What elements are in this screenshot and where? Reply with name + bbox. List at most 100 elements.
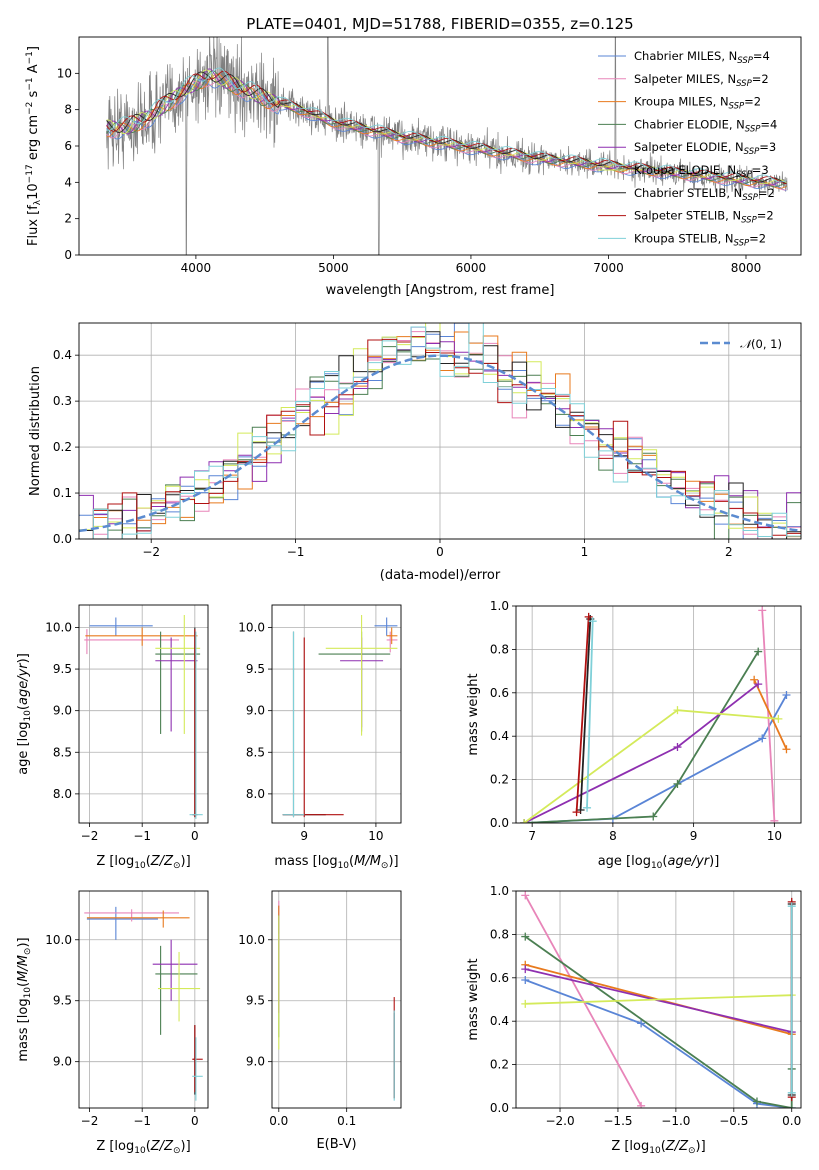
legend-label-main: Chabrier MILES, N (634, 49, 737, 63)
y-tick-label: 9.5 (246, 662, 265, 676)
x-axis-label: Z [log10(Z/Z⊙)] (96, 1139, 190, 1156)
legend-label-suffix: =3 (759, 140, 776, 154)
y-tick-label: 9.0 (53, 704, 72, 718)
spectrum-model-chabrier_stelib (106, 71, 787, 185)
y-tick-label: 1.0 (490, 884, 509, 898)
spectrum-model-kroupa_miles (106, 73, 787, 189)
y-tick-label: 0.2 (490, 773, 509, 787)
x-axis-label-part: mass [log (274, 854, 337, 869)
legend-label-sub: SSP (729, 102, 745, 112)
series-line-salpeter_miles (524, 894, 642, 1107)
x-tick-label: 0 (191, 1114, 199, 1128)
legend-label-main: Kroupa ELODIE, N (634, 163, 736, 177)
x-tick-label: 0 (191, 829, 199, 843)
y-tick-label: 9.5 (246, 994, 265, 1008)
series-marker-salpeter_stelib (584, 612, 593, 621)
legend-label-suffix: =2 (749, 231, 766, 245)
legend-label-sub: SSP (736, 170, 752, 180)
plot-area-weight_vs_Z (521, 891, 796, 1108)
x-axis-label-part: age/yr (667, 854, 710, 869)
legend-label: Chabrier ELODIE, NSSP=4 (634, 117, 777, 134)
series-marker-chabrier_elodie (649, 812, 658, 821)
x-tick-label: 7000 (593, 261, 624, 275)
y-axis-label-part: −17 (25, 164, 35, 183)
series-line-kroupa_elodie (523, 709, 779, 823)
legend-label-suffix: =2 (752, 72, 769, 86)
panel-age_vs_Z: −2 −1 08.08.59.09.510.0Z [log10(Z/Z⊙)]age … (16, 604, 209, 871)
series-line-kroupa_stelib (586, 621, 594, 808)
series-marker-kroupa_elodie (673, 706, 682, 715)
y-tick-label: 9.5 (53, 662, 72, 676)
y-tick-label: 0.6 (490, 971, 509, 985)
y-tick-label: 9.0 (246, 704, 265, 718)
y-axis-label-part: )] (16, 653, 31, 663)
y-axis-label: Flux [fλ10−17 erg cm−2 s−1 A−1] (25, 46, 43, 246)
series-marker-chabrier_stelib (576, 805, 585, 814)
series-marker-kroupa_stelib (787, 1088, 796, 1097)
y-axis-label-part: ⊙ (23, 948, 33, 956)
x-tick-label: −1.5 (603, 1114, 632, 1128)
panel-weight_vs_Z: −2.0 −1.5 −1.0 −0.5 0.0 0.0 0.2 0.4 0.6 0.8 1.0 Z [… (466, 884, 802, 1156)
series-marker-chabrier_miles (521, 975, 530, 984)
panel-spectrum: 4000 5000 6000 7000 8000 0 2 4 6 8 10 wavelength [A… (25, 36, 802, 298)
x-axis-label-part: ⊙ (381, 861, 389, 871)
x-axis-label: Z [log10(Z/Z⊙)] (611, 1139, 705, 1156)
x-axis-label-part: M/M (354, 854, 381, 869)
y-axis-label: mass weight (466, 673, 481, 755)
y-tick-label: 8.0 (246, 787, 265, 801)
x-axis-label-part: 10 (651, 861, 663, 871)
x-tick-label: 9 (300, 829, 308, 843)
x-axis-label-part: ⊙ (688, 1146, 696, 1156)
y-axis-label-part: mass [log (16, 998, 31, 1061)
y-axis-label-part: −1 (25, 77, 35, 90)
y-tick-label: 9.5 (53, 994, 72, 1008)
y-axis-label-part: 10 (23, 710, 33, 722)
legend-label-main: Kroupa MILES, N (634, 95, 729, 109)
legend-label: Chabrier MILES, NSSP=4 (634, 49, 770, 66)
x-axis-label: age [log10(age/yr)] (598, 854, 720, 871)
x-tick-label: −1 (133, 829, 151, 843)
y-axis-label-part: 10 (26, 183, 41, 200)
y-axis-label-part: ] (26, 46, 41, 51)
legend-label-main: Salpeter MILES, N (634, 72, 736, 86)
x-tick-label: 6000 (456, 261, 487, 275)
x-axis-label-part: Z/Z (150, 854, 174, 869)
y-axis-label-part: −2 (25, 102, 35, 115)
legend-label: Salpeter MILES, NSSP=2 (634, 72, 769, 89)
x-tick-label: 0.1 (337, 1114, 356, 1128)
x-axis-label-part: )] (388, 854, 398, 869)
legend-label: 𝒩(0, 1) (740, 337, 782, 351)
y-tick-label: 2 (64, 212, 72, 226)
x-tick-label: 4000 (181, 261, 212, 275)
histogram-kroupa_stelib (79, 323, 801, 539)
x-axis-label-part: age [log (598, 854, 651, 869)
y-axis-label-part: )] (16, 937, 31, 947)
y-tick-label: 6 (64, 139, 72, 153)
legend-label-suffix: =2 (758, 186, 775, 200)
y-axis-label: mass [log10(M/M⊙)] (16, 937, 33, 1061)
y-tick-label: 0.2 (53, 440, 72, 454)
plot-area-age_vs_Z (84, 614, 203, 819)
series-marker-salpeter_miles (770, 816, 779, 823)
x-axis-label-part: Z/Z (665, 1139, 689, 1154)
y-axis-label-part: M/M (16, 955, 31, 982)
y-tick-label: 0.4 (53, 348, 72, 362)
series-line-chabrier_elodie (524, 651, 759, 823)
y-axis-label-part: s (26, 90, 41, 101)
spectrum-model-salpeter_elodie (106, 68, 787, 186)
y-axis-label: Normed distribution (28, 366, 43, 496)
series-marker-salpeter_miles (758, 606, 767, 615)
y-axis-label-part: λ (33, 199, 43, 205)
y-axis-label-part: age [log (16, 722, 31, 775)
x-tick-label: 5000 (318, 261, 349, 275)
series-marker-salpeter_elodie (521, 965, 530, 974)
x-axis-label-part: 10 (134, 1146, 146, 1156)
x-tick-label: −1 (287, 545, 305, 559)
axes-frame (78, 604, 209, 824)
y-axis-label-part: 10 (23, 987, 33, 999)
legend-label: Kroupa ELODIE, NSSP=3 (634, 163, 769, 180)
